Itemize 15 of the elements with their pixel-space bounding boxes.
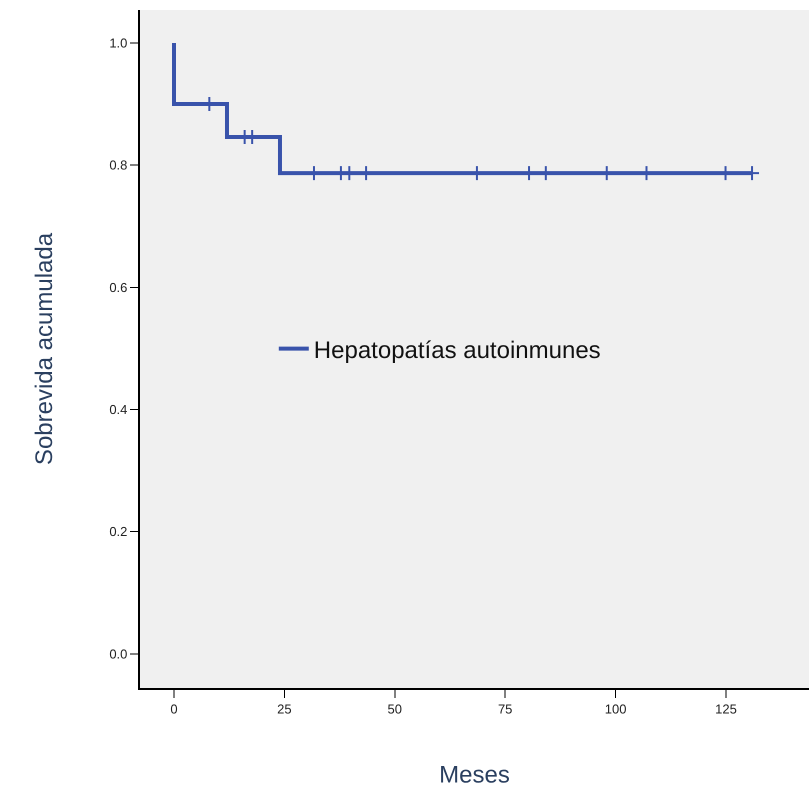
y-axis-title: Sobrevida acumulada (30, 232, 58, 466)
y-tick-label: 0.2 (109, 524, 128, 540)
x-tick-label: 125 (715, 702, 737, 717)
x-tick-label: 100 (604, 702, 626, 717)
y-tick-label: 0.0 (109, 646, 128, 662)
x-tick-label: 50 (388, 702, 402, 717)
x-axis-title: Meses (439, 761, 510, 788)
x-tick-label: 0 (170, 702, 178, 717)
y-tick-label: 1.0 (109, 36, 128, 51)
y-tick-label: 0.6 (109, 280, 128, 295)
y-tick-label: 0.8 (109, 158, 128, 173)
x-tick-label: 25 (277, 702, 292, 717)
legend-label: Hepatopatías autoinmunes (314, 336, 601, 364)
x-tick-label: 75 (498, 702, 512, 717)
y-tick-label: 0.4 (109, 402, 128, 418)
